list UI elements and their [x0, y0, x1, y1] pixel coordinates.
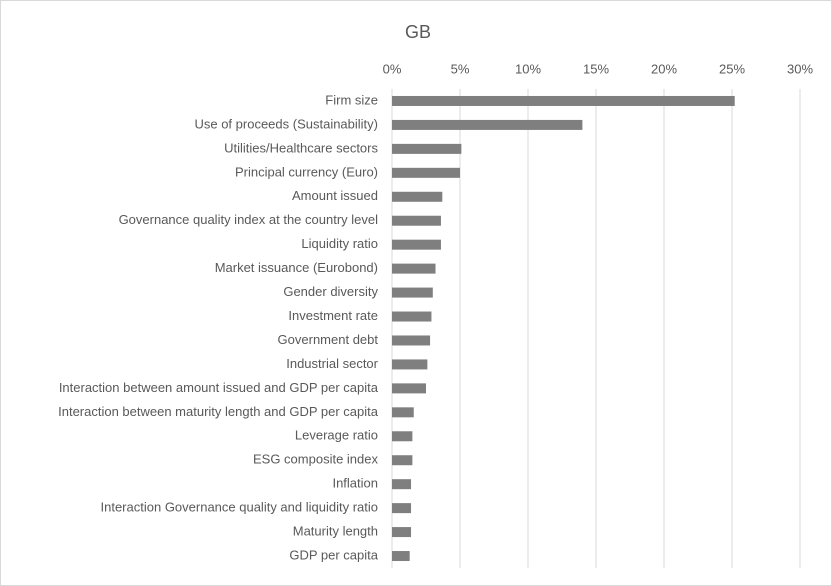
y-tick-label: GDP per capita — [289, 547, 378, 562]
y-tick-label: Investment rate — [288, 308, 378, 323]
bar — [392, 551, 410, 562]
y-tick-label: Market issuance (Eurobond) — [215, 260, 378, 275]
y-tick-label: Principal currency (Euro) — [235, 164, 378, 179]
bar — [392, 527, 412, 538]
bar — [392, 143, 462, 154]
y-tick-label: Inflation — [332, 476, 378, 491]
bar — [392, 479, 412, 490]
x-tick-label: 5% — [451, 61, 470, 76]
x-tick-label: 0% — [383, 61, 402, 76]
y-tick-label: Leverage ratio — [295, 428, 378, 443]
bar — [392, 239, 441, 250]
bar — [392, 287, 433, 298]
y-tick-label: Government debt — [278, 332, 379, 347]
bar — [392, 119, 583, 130]
bar — [392, 263, 436, 274]
x-tick-label: 10% — [515, 61, 541, 76]
y-tick-label: Governance quality index at the country … — [119, 212, 379, 227]
bar — [392, 359, 428, 370]
y-tick-label: Interaction Governance quality and liqui… — [101, 500, 379, 515]
x-tick-label: 25% — [719, 61, 745, 76]
bar — [392, 95, 735, 106]
y-tick-label: Industrial sector — [286, 356, 378, 371]
bar — [392, 191, 443, 202]
y-tick-label: ESG composite index — [253, 452, 379, 467]
bar — [392, 335, 431, 346]
x-tick-label: 15% — [583, 61, 609, 76]
chart-title: GB — [405, 22, 431, 42]
x-tick-label: 30% — [787, 61, 813, 76]
bar — [392, 215, 441, 226]
y-tick-label: Gender diversity — [283, 284, 378, 299]
bar — [392, 383, 426, 394]
y-tick-label: Use of proceeds (Sustainability) — [194, 116, 378, 131]
y-tick-label: Interaction between amount issued and GD… — [59, 380, 379, 395]
bar — [392, 455, 413, 466]
bar — [392, 431, 413, 442]
bar — [392, 311, 432, 322]
y-tick-label: Interaction between maturity length and … — [58, 404, 379, 419]
y-tick-label: Amount issued — [292, 188, 378, 203]
y-tick-label: Utilities/Healthcare sectors — [224, 140, 378, 155]
bar — [392, 407, 414, 418]
y-tick-label: Liquidity ratio — [301, 236, 378, 251]
y-tick-label: Maturity length — [293, 524, 378, 539]
y-tick-label: Firm size — [325, 92, 378, 107]
bar — [392, 167, 460, 178]
bar — [392, 503, 412, 514]
x-tick-label: 20% — [651, 61, 677, 76]
